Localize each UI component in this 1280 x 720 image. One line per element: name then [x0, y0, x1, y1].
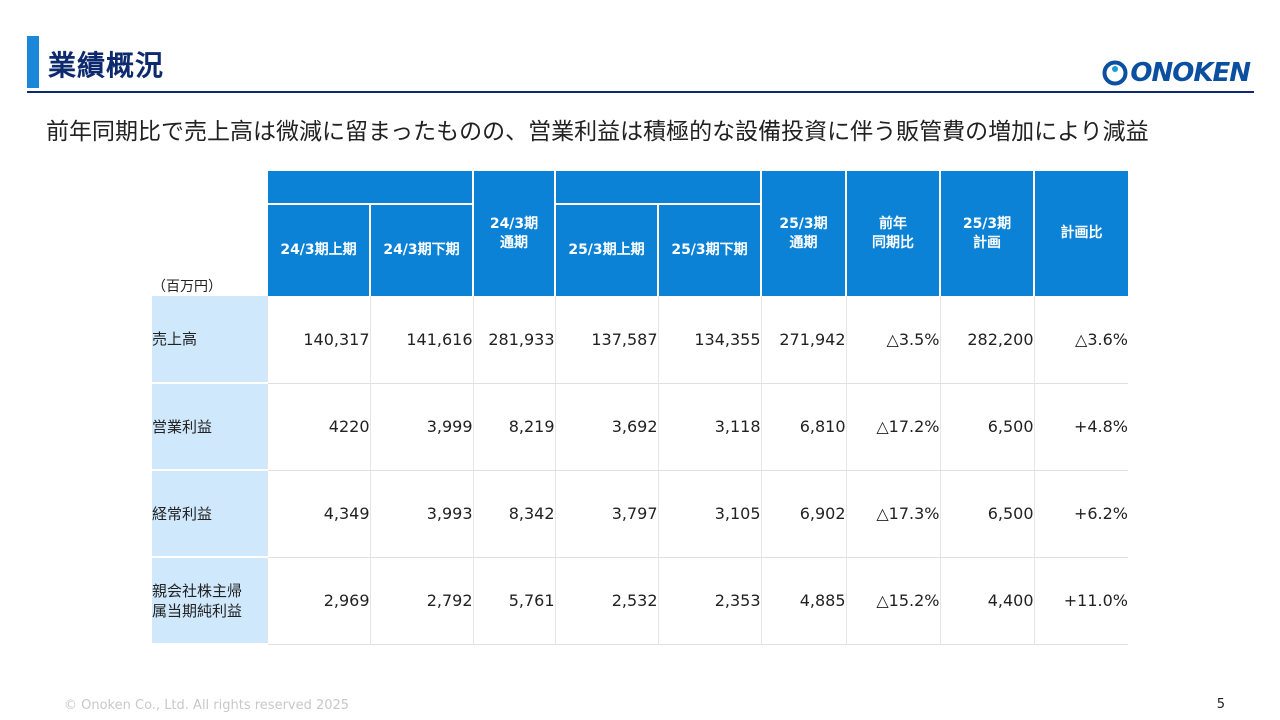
table-cell: 2,969 [266, 557, 370, 645]
slide-subtitle: 前年同期比で売上高は微減に留まったものの、営業利益は積極的な設備投資に伴う販管費… [46, 119, 1149, 145]
col-header-25-full-year: 25/3期 通期 [760, 171, 846, 296]
table-cell: +6.2% [1033, 470, 1128, 558]
table-cell: 140,317 [266, 296, 370, 384]
col-header-text: 24/3期 通期 [489, 215, 539, 251]
col-header-text: 25/3期 通期 [779, 215, 828, 251]
row-label: 経常利益 [152, 470, 267, 558]
col-header-text: 25/3期 計画 [962, 215, 1012, 251]
table-cell: 4220 [266, 383, 370, 471]
table-cell: 2,792 [369, 557, 473, 645]
table-cell: 5,761 [472, 557, 555, 645]
logo-text: ONOKEN [1130, 58, 1251, 88]
table-cell: 141,616 [369, 296, 473, 384]
col-header-plan: 25/3期 計画 [939, 171, 1034, 296]
table-cell: △15.2% [845, 557, 940, 645]
row-label: 営業利益 [152, 383, 267, 471]
col-header-25-h1: 25/3期上期 [554, 203, 658, 296]
table-cell: +11.0% [1033, 557, 1128, 645]
col-header-yoy: 前年 同期比 [845, 171, 940, 296]
table-cell: △3.6% [1033, 296, 1128, 384]
table-cell: △17.2% [845, 383, 940, 471]
table-cell: 282,200 [939, 296, 1034, 384]
col-header-24-h2: 24/3期下期 [369, 203, 473, 296]
row-label-text: 親会社株主帰 属当期純利益 [152, 581, 243, 620]
title-accent-bar [27, 36, 39, 88]
table-cell: 3,105 [657, 470, 761, 558]
company-logo: ONOKEN [1102, 58, 1251, 88]
table-row: 売上高 140,317 141,616 281,933 137,587 134,… [152, 296, 1128, 384]
header-group-25-halves [554, 171, 761, 204]
table-cell: 3,797 [554, 470, 658, 558]
table-cell: 3,118 [657, 383, 761, 471]
table-cell: 8,342 [472, 470, 555, 558]
table-cell: 3,692 [554, 383, 658, 471]
table-cell: 2,532 [554, 557, 658, 645]
table-cell: 6,902 [760, 470, 846, 558]
row-label-text: 売上高 [152, 330, 198, 348]
table-cell: 134,355 [657, 296, 761, 384]
table-cell: 8,219 [472, 383, 555, 471]
table-cell: △3.5% [845, 296, 940, 384]
page-title: 業績概況 [48, 49, 165, 82]
table-cell: 6,810 [760, 383, 846, 471]
col-header-vs-plan: 計画比 [1033, 171, 1128, 296]
table-row: 営業利益 4220 3,999 8,219 3,692 3,118 6,810 … [152, 383, 1128, 471]
table-row: 経常利益 4,349 3,993 8,342 3,797 3,105 6,902… [152, 470, 1128, 558]
table-cell: 6,500 [939, 470, 1034, 558]
copyright-footer: © Onoken Co., Ltd. All rights reserved 2… [64, 698, 350, 713]
unit-label: （百万円） [152, 204, 267, 296]
row-label: 売上高 [152, 296, 267, 384]
col-header-text: 前年 同期比 [872, 215, 914, 251]
table-cell: △17.3% [845, 470, 940, 558]
table-cell: 4,400 [939, 557, 1034, 645]
table-row: 親会社株主帰 属当期純利益 2,969 2,792 5,761 2,532 2,… [152, 557, 1128, 645]
row-label-text: 営業利益 [152, 417, 213, 436]
header-group-24-halves [266, 171, 473, 204]
col-header-text: 計画比 [1060, 225, 1103, 241]
table-cell: 4,885 [760, 557, 846, 645]
table-cell: 2,353 [657, 557, 761, 645]
performance-table: 24/3期 通期 25/3期 通期 前年 同期比 25/3期 計画 計画比 （百… [152, 171, 1128, 645]
col-header-25-h2: 25/3期下期 [657, 203, 761, 296]
row-label: 親会社株主帰 属当期純利益 [152, 557, 267, 645]
logo-mark-icon [1102, 60, 1128, 86]
table-cell: 3,999 [369, 383, 473, 471]
col-header-24-full-year: 24/3期 通期 [472, 171, 555, 296]
header-blank [152, 171, 267, 204]
table-cell: 271,942 [760, 296, 846, 384]
table-cell: 4,349 [266, 470, 370, 558]
table-cell: 281,933 [472, 296, 555, 384]
page-number: 5 [1216, 697, 1225, 712]
table-cell: 137,587 [554, 296, 658, 384]
table-cell: +4.8% [1033, 383, 1128, 471]
table-cell: 3,993 [369, 470, 473, 558]
table-cell: 6,500 [939, 383, 1034, 471]
title-divider [27, 91, 1254, 93]
row-label-text: 経常利益 [152, 504, 213, 523]
col-header-24-h1: 24/3期上期 [266, 203, 370, 296]
